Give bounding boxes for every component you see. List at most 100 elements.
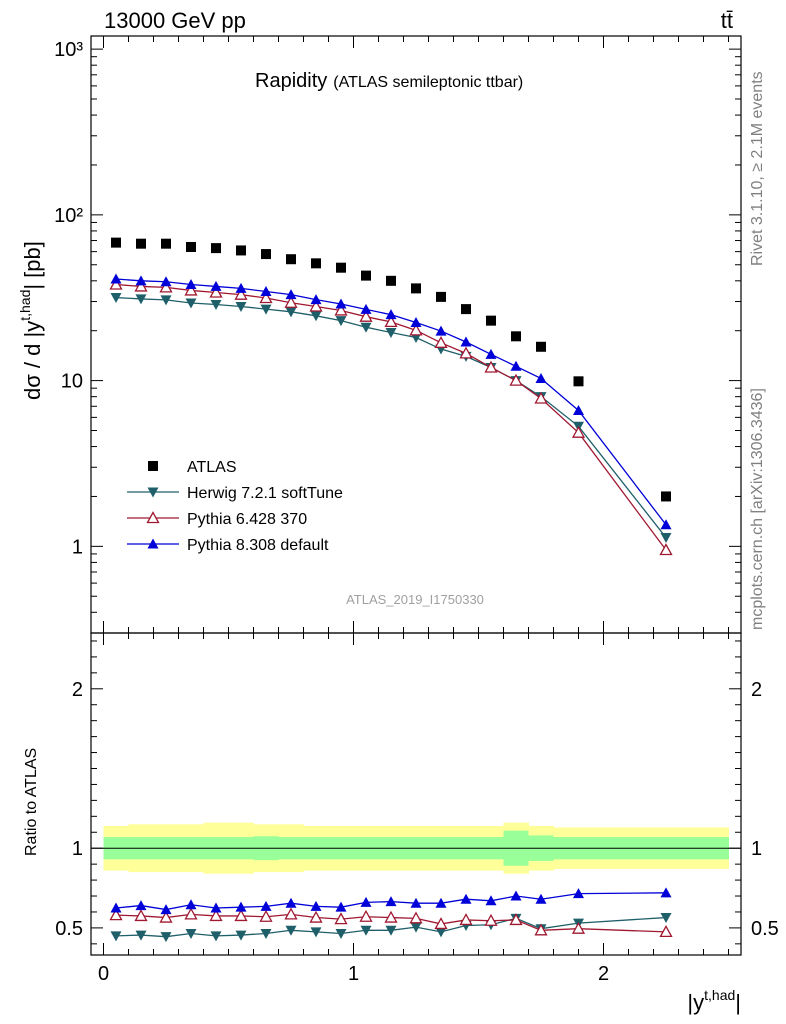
data-point bbox=[135, 294, 147, 305]
ratio-point bbox=[435, 897, 447, 908]
axes-frames: 1 10 10² 10³ 0 1 2 0.5 0.5 1 1 2 2 bbox=[54, 35, 779, 985]
data-point bbox=[335, 316, 347, 327]
y-tick-label: 10³ bbox=[54, 39, 83, 61]
ratio-point bbox=[135, 930, 147, 941]
ratio-point bbox=[534, 923, 548, 936]
ratio-point bbox=[410, 922, 422, 933]
data-point bbox=[571, 425, 586, 438]
legend-label: Pythia 6.428 370 bbox=[187, 511, 307, 528]
ratio-point bbox=[109, 908, 123, 921]
data-point bbox=[409, 323, 423, 336]
ratio-point bbox=[159, 910, 173, 923]
data-point bbox=[310, 311, 322, 322]
data-point bbox=[284, 295, 298, 308]
ratio-point bbox=[510, 890, 522, 901]
data-point bbox=[110, 273, 122, 284]
legend-entry-herwig-7-2-1-softtune: Herwig 7.2.1 softTune bbox=[127, 485, 343, 502]
data-point bbox=[234, 287, 248, 300]
data-point bbox=[360, 322, 372, 333]
data-point bbox=[285, 307, 297, 318]
data-point bbox=[260, 304, 272, 315]
ratio-point bbox=[260, 928, 272, 939]
ratio-point bbox=[310, 927, 322, 938]
ratio-point bbox=[360, 925, 372, 936]
ratio-point bbox=[285, 897, 297, 908]
ratio-point bbox=[459, 913, 473, 926]
ratio-point bbox=[460, 893, 472, 904]
data-point bbox=[436, 291, 446, 302]
process-label: 13000 GeV pp bbox=[104, 8, 246, 33]
data-point bbox=[210, 280, 222, 291]
legend-entry-pythia-8-308-default: Pythia 8.308 default bbox=[127, 537, 329, 554]
ratio-point bbox=[185, 928, 197, 939]
x-tick-label: 0 bbox=[98, 963, 109, 985]
x-axis-label: |yt,had| bbox=[687, 987, 741, 1015]
data-point bbox=[435, 325, 447, 336]
data-point bbox=[310, 294, 322, 305]
legend-marker bbox=[146, 511, 160, 524]
x-tick-label: 2 bbox=[598, 963, 609, 985]
ratio-line-pythia-6-428-370 bbox=[115, 913, 667, 933]
legend-marker bbox=[148, 461, 158, 471]
data-point bbox=[460, 336, 472, 347]
series-atlas bbox=[111, 237, 671, 502]
ratio-y-tick-label-left: 1 bbox=[72, 838, 83, 860]
ratio-point bbox=[360, 896, 372, 907]
channel-label: tt̄ bbox=[721, 8, 733, 33]
data-point bbox=[160, 276, 172, 287]
legend-label: Pythia 8.308 default bbox=[187, 537, 329, 554]
y-tick-label: 10² bbox=[54, 205, 83, 227]
ratio-point bbox=[509, 913, 523, 926]
data-point bbox=[159, 280, 173, 293]
mcplots-label: mcplots.cern.ch [arXiv:1306.3436] bbox=[749, 388, 766, 630]
ratio-point bbox=[660, 887, 672, 898]
data-point bbox=[573, 405, 584, 416]
series-pythia-8-308-default bbox=[110, 273, 672, 530]
data-point bbox=[259, 291, 273, 304]
data-point bbox=[510, 360, 522, 371]
ratio-point bbox=[335, 901, 347, 912]
plot-title: Rapidity (ATLAS semileptonic ttbar) bbox=[255, 70, 523, 92]
data-point bbox=[211, 243, 221, 254]
data-point bbox=[535, 372, 547, 383]
data-point bbox=[385, 309, 397, 320]
ratio-line-pythia-8-308-default bbox=[115, 892, 667, 911]
analysis-id: ATLAS_2019_I1750330 bbox=[346, 592, 484, 607]
ratio-point bbox=[210, 931, 222, 942]
data-point bbox=[660, 533, 672, 544]
data-point bbox=[534, 391, 548, 404]
ratio-y-tick-label-left: 2 bbox=[72, 679, 83, 701]
data-point bbox=[511, 331, 521, 342]
data-point bbox=[235, 301, 247, 312]
data-point bbox=[361, 270, 371, 281]
data-point bbox=[160, 295, 172, 306]
series-line-pythia-6-428-370 bbox=[115, 283, 667, 551]
ratio-panel bbox=[91, 847, 741, 943]
y-tick-label: 1 bbox=[72, 536, 83, 558]
ratio-point bbox=[160, 904, 172, 915]
x-tick-label: 1 bbox=[348, 963, 359, 985]
ratio-frame bbox=[90, 632, 742, 956]
ratio-point bbox=[310, 900, 322, 911]
ratio-point bbox=[435, 927, 447, 938]
legend-label: Herwig 7.2.1 softTune bbox=[187, 485, 343, 502]
legend-marker bbox=[147, 487, 159, 498]
ratio-point bbox=[384, 910, 398, 923]
data-point bbox=[210, 299, 222, 310]
data-point bbox=[186, 241, 196, 252]
data-point bbox=[486, 315, 496, 326]
ratio-point bbox=[335, 928, 347, 939]
data-point bbox=[110, 293, 122, 304]
ratio-point bbox=[334, 912, 348, 925]
data-point bbox=[286, 254, 296, 265]
ratio-point bbox=[110, 931, 122, 942]
ratio-y-tick-label-right: 2 bbox=[751, 679, 762, 701]
data-point bbox=[386, 275, 396, 286]
series-herwig-7-2-1-softtune bbox=[110, 293, 672, 544]
ratio-point bbox=[385, 925, 397, 936]
data-point bbox=[335, 298, 347, 309]
ratio-point bbox=[660, 913, 672, 924]
data-point bbox=[461, 304, 471, 315]
data-point bbox=[385, 328, 397, 339]
